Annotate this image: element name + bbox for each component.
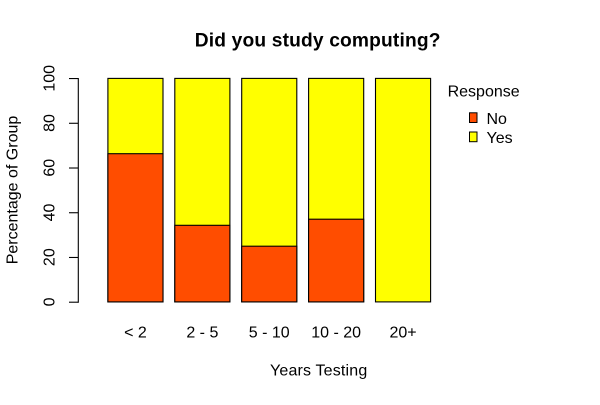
svg-text:20+: 20+ [389, 324, 416, 341]
svg-text:80: 80 [42, 114, 59, 132]
svg-text:Yes: Yes [487, 130, 513, 147]
svg-text:No: No [487, 111, 508, 128]
svg-text:< 2: < 2 [124, 324, 147, 341]
svg-text:40: 40 [42, 203, 59, 221]
svg-text:60: 60 [42, 159, 59, 177]
svg-text:10 - 20: 10 - 20 [311, 324, 361, 341]
svg-text:20: 20 [42, 248, 59, 266]
svg-text:100: 100 [42, 65, 59, 92]
svg-text:0: 0 [42, 297, 59, 306]
svg-text:Did you study computing?: Did you study computing? [195, 30, 441, 51]
svg-text:Years Testing: Years Testing [270, 363, 367, 380]
svg-text:Percentage of Group: Percentage of Group [5, 116, 22, 265]
svg-text:5 - 10: 5 - 10 [249, 324, 290, 341]
svg-text:Response: Response [448, 83, 520, 100]
svg-text:2 - 5: 2 - 5 [186, 324, 218, 341]
